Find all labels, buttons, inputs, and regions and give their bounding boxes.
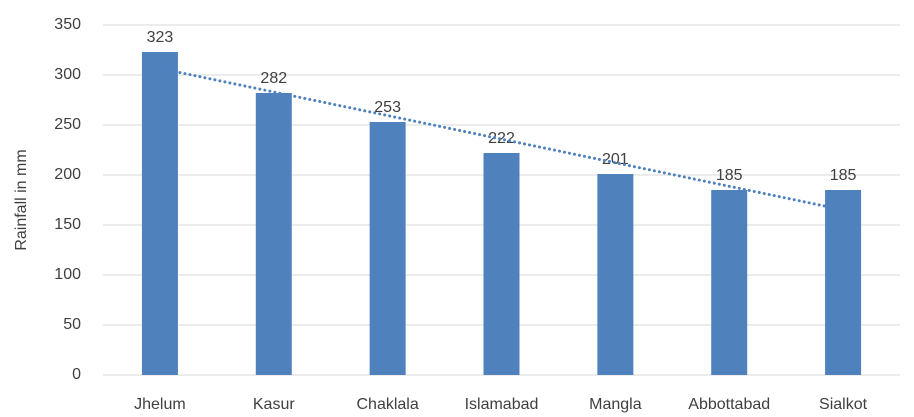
x-tick-label: Jhelum (134, 396, 186, 413)
y-tick-label: 250 (54, 116, 81, 133)
bar (825, 190, 862, 375)
bar (369, 122, 406, 375)
y-tick-label: 200 (54, 166, 81, 183)
x-tick-label: Abbottabad (688, 396, 770, 413)
x-tick-label: Sialkot (819, 396, 868, 413)
data-label: 185 (830, 167, 857, 184)
data-label: 282 (260, 70, 287, 87)
y-tick-label: 150 (54, 216, 81, 233)
y-tick-label: 100 (54, 266, 81, 283)
x-tick-label: Islamabad (465, 396, 539, 413)
y-tick-label: 350 (54, 16, 81, 33)
x-tick-label: Mangla (589, 396, 642, 413)
y-tick-label: 50 (63, 316, 81, 333)
y-axis-label: Rainfall in mm (13, 149, 30, 250)
y-tick-label: 300 (54, 66, 81, 83)
trendline (158, 66, 845, 212)
bar (711, 190, 748, 375)
bar (483, 153, 520, 375)
data-label: 201 (602, 151, 629, 168)
bar (141, 52, 178, 375)
data-label: 185 (716, 167, 743, 184)
data-label: 222 (488, 130, 515, 147)
bar (255, 93, 292, 375)
data-label: 323 (147, 29, 174, 46)
bar (597, 174, 634, 375)
x-tick-label: Kasur (253, 396, 295, 413)
data-label: 253 (374, 99, 401, 116)
x-tick-label: Chaklala (357, 396, 419, 413)
y-tick-label: 0 (72, 366, 81, 383)
